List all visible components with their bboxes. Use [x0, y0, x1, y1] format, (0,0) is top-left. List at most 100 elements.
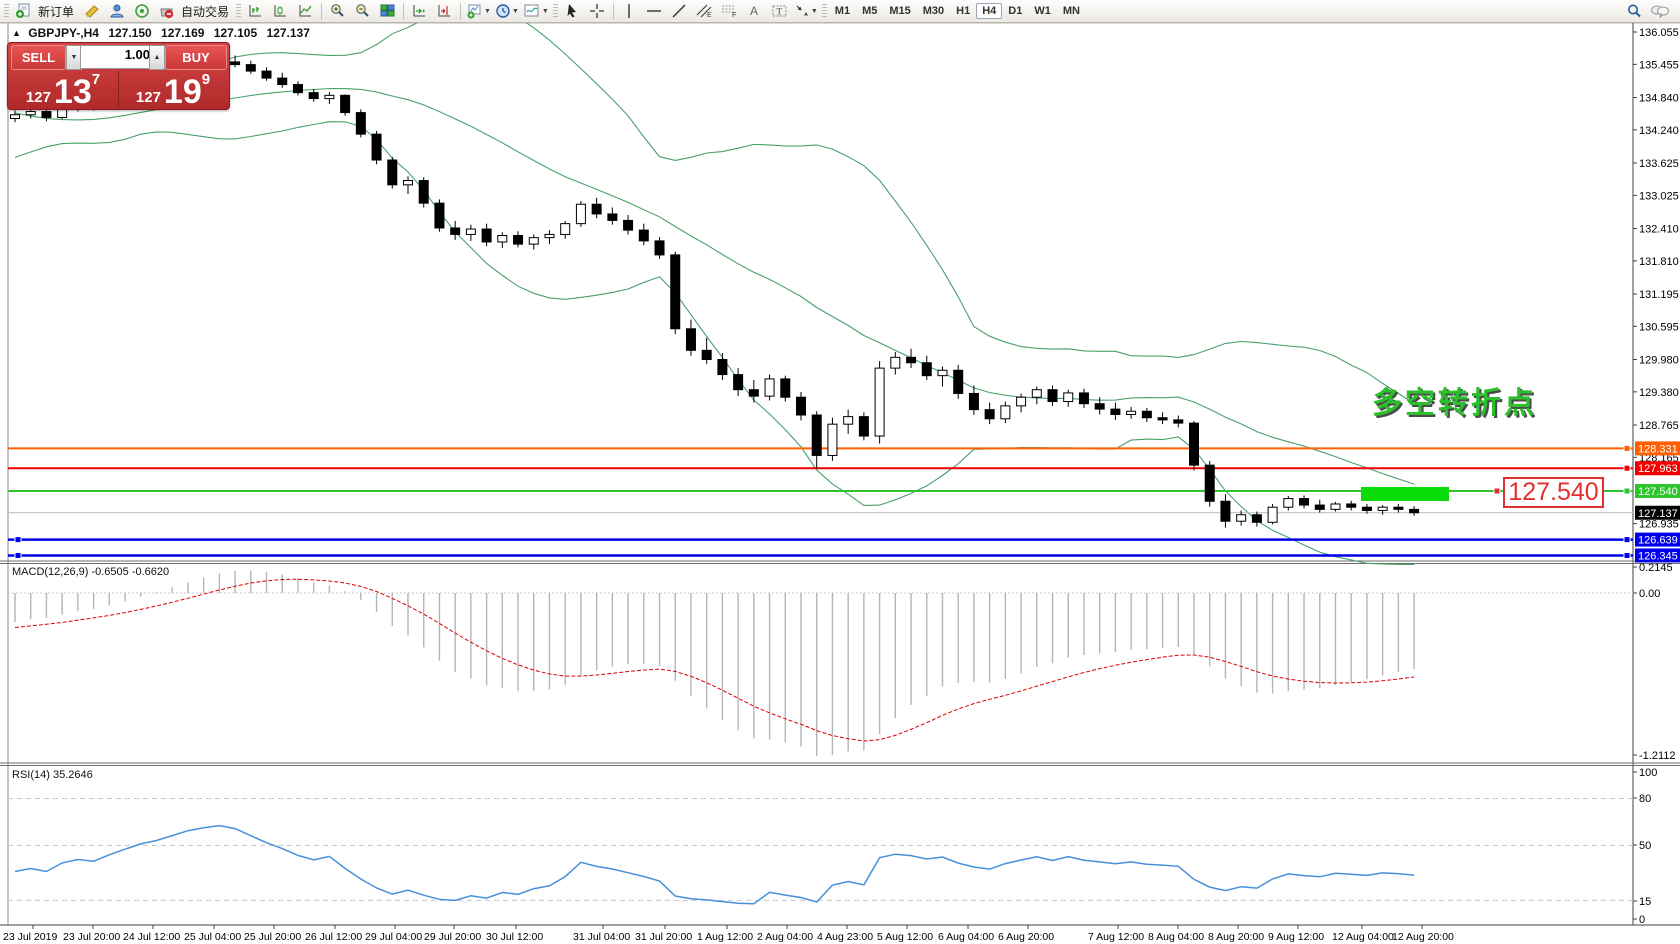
- text-tool-button[interactable]: A: [742, 1, 767, 22]
- candle[interactable]: [340, 94, 351, 114]
- candle[interactable]: [654, 240, 665, 256]
- candle[interactable]: [937, 369, 948, 377]
- toolbar-grip[interactable]: [236, 3, 242, 19]
- timeframe-m15[interactable]: M15: [889, 5, 911, 17]
- buy-button[interactable]: BUY: [165, 45, 227, 70]
- candle[interactable]: [528, 237, 539, 245]
- candle[interactable]: [827, 423, 838, 456]
- turning-point-annotation[interactable]: 多空转折点: [1372, 387, 1537, 420]
- candle[interactable]: [324, 94, 335, 100]
- sell-price[interactable]: 127 13 7: [10, 70, 116, 111]
- line-chart-mode-button[interactable]: [293, 1, 318, 22]
- toolbar-grip[interactable]: [4, 3, 9, 19]
- candle[interactable]: [450, 227, 461, 235]
- templates-button[interactable]: ▼: [521, 1, 551, 22]
- candle[interactable]: [575, 203, 586, 225]
- toolbar-grip[interactable]: [821, 3, 827, 19]
- bar-chart-mode-button[interactable]: [243, 1, 268, 22]
- buy-price[interactable]: 127 19 9: [120, 70, 226, 111]
- candle[interactable]: [465, 228, 476, 235]
- candle[interactable]: [308, 92, 319, 100]
- new-order-label[interactable]: 新订单: [38, 4, 75, 19]
- candle[interactable]: [858, 416, 869, 437]
- candle[interactable]: [434, 202, 445, 229]
- candle[interactable]: [1000, 405, 1011, 420]
- candle-chart-mode-button[interactable]: [268, 1, 293, 22]
- tile-windows-button[interactable]: [375, 1, 400, 22]
- zoom-in-button[interactable]: [325, 1, 350, 22]
- price-callout-box[interactable]: 127.540: [1503, 477, 1604, 508]
- candle[interactable]: [748, 389, 759, 397]
- timeframe-m5[interactable]: M5: [862, 5, 878, 17]
- timeframe-d1[interactable]: D1: [1008, 5, 1023, 17]
- candle[interactable]: [843, 416, 854, 425]
- timeframe-mn[interactable]: MN: [1062, 5, 1080, 17]
- periods-button[interactable]: ▼: [493, 1, 521, 22]
- candle[interactable]: [1016, 396, 1027, 407]
- candle[interactable]: [387, 159, 398, 186]
- timeframe-h4[interactable]: H4: [976, 3, 1003, 19]
- candle[interactable]: [544, 233, 555, 239]
- candle[interactable]: [733, 374, 744, 391]
- cursor-tool-button[interactable]: [560, 1, 585, 22]
- candle[interactable]: [1251, 514, 1262, 523]
- candle[interactable]: [1204, 464, 1215, 502]
- candle[interactable]: [623, 219, 634, 231]
- sell-button[interactable]: SELL: [11, 45, 66, 70]
- candle[interactable]: [717, 358, 728, 376]
- volume-increase-button[interactable]: ▲: [149, 45, 165, 70]
- autotrade-button[interactable]: [154, 1, 179, 22]
- fibonacci-tool-button[interactable]: F: [717, 1, 742, 22]
- candle[interactable]: [1031, 389, 1042, 398]
- new-order-button[interactable]: [11, 1, 36, 22]
- timeframe-m30[interactable]: M30: [922, 5, 945, 17]
- candle[interactable]: [1078, 392, 1089, 405]
- candle[interactable]: [1330, 503, 1341, 510]
- zoom-out-button[interactable]: [350, 1, 375, 22]
- candle[interactable]: [1361, 506, 1372, 511]
- new-chart-button[interactable]: ▼: [464, 1, 493, 22]
- candle[interactable]: [1141, 410, 1152, 419]
- candle[interactable]: [953, 369, 964, 394]
- candle[interactable]: [1283, 498, 1294, 508]
- toolbar-grip[interactable]: [552, 3, 558, 19]
- candle[interactable]: [513, 235, 524, 245]
- candle[interactable]: [1299, 498, 1310, 506]
- candle[interactable]: [685, 328, 696, 351]
- candle[interactable]: [591, 203, 602, 215]
- candle[interactable]: [968, 392, 979, 411]
- candle[interactable]: [41, 111, 52, 118]
- candle[interactable]: [811, 414, 822, 456]
- volume-input[interactable]: 1.00: [80, 45, 157, 69]
- autotrade-label[interactable]: 自动交易: [181, 4, 230, 19]
- chat-button[interactable]: [1647, 1, 1672, 22]
- text-label-tool-button[interactable]: T: [767, 1, 792, 22]
- candle[interactable]: [638, 229, 649, 242]
- candle[interactable]: [1377, 506, 1388, 511]
- candle[interactable]: [1409, 508, 1420, 514]
- timeframe-w1[interactable]: W1: [1034, 5, 1051, 17]
- candle[interactable]: [921, 362, 932, 377]
- candle[interactable]: [25, 111, 36, 116]
- candle[interactable]: [1267, 506, 1278, 523]
- candle[interactable]: [292, 84, 303, 94]
- search-button[interactable]: [1622, 1, 1647, 22]
- candle[interactable]: [1094, 403, 1105, 410]
- timeframe-h1[interactable]: H1: [956, 5, 971, 17]
- candle[interactable]: [1220, 500, 1231, 522]
- candle[interactable]: [1236, 514, 1247, 522]
- candle[interactable]: [481, 228, 492, 243]
- profile-button[interactable]: [104, 1, 129, 22]
- trendline-tool-button[interactable]: [667, 1, 692, 22]
- candle[interactable]: [403, 180, 413, 186]
- candle[interactable]: [607, 213, 618, 221]
- auto-scroll-button[interactable]: [407, 1, 432, 22]
- candle[interactable]: [1346, 503, 1357, 508]
- candle[interactable]: [764, 378, 775, 397]
- candle[interactable]: [670, 254, 681, 330]
- market-watch-button[interactable]: [79, 1, 104, 22]
- candle[interactable]: [984, 409, 995, 420]
- candle[interactable]: [261, 70, 272, 79]
- candle[interactable]: [701, 349, 712, 360]
